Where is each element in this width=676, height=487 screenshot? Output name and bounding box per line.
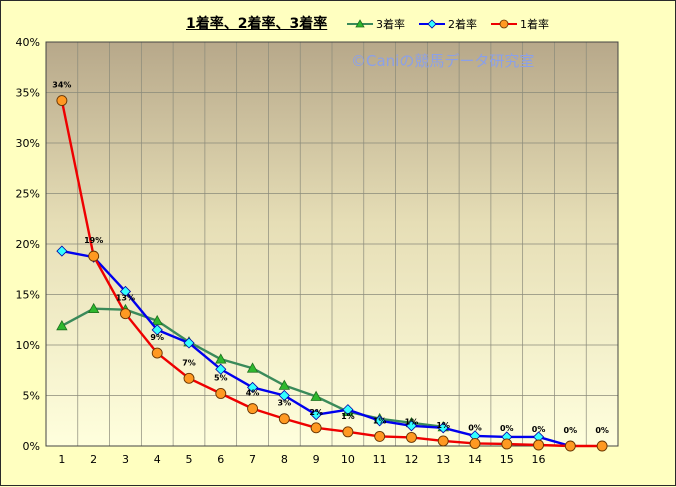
y-tick-label: 25%	[16, 188, 40, 201]
data-point-diamond	[215, 363, 227, 375]
legend-label-series-3: 3着率	[376, 18, 405, 31]
data-point-diamond	[437, 422, 449, 434]
data-labels: 34% 19% 13% 9% 7% 5% 4% 3% 2% 1% 1% 1% 1% 0% 0% 0% 0% 0%	[52, 81, 609, 435]
x-tick-label: 12	[404, 453, 418, 466]
x-tick-label: 7	[249, 453, 256, 466]
data-label: 13%	[116, 294, 135, 303]
data-point-triangle	[246, 362, 259, 373]
x-tick-label: 2	[90, 453, 97, 466]
legend-item-series-2: 2着率	[419, 16, 477, 32]
x-tick-label: 15	[500, 453, 514, 466]
y-tick-label: 35%	[16, 87, 40, 100]
data-point-triangle	[310, 390, 322, 401]
data-point-diamond	[278, 389, 290, 402]
x-tick-label: 6	[217, 453, 224, 466]
series	[56, 95, 608, 452]
data-point-circle	[596, 440, 608, 452]
x-tick-label: 5	[186, 453, 193, 466]
x-tick-label: 1	[58, 453, 65, 466]
x-tick-label: 9	[313, 453, 320, 466]
data-label: 9%	[150, 333, 164, 342]
data-point-circle	[405, 431, 417, 443]
data-point-triangle	[215, 353, 227, 364]
y-tick-label: 15%	[16, 289, 40, 302]
data-point-diamond	[310, 409, 322, 421]
data-point-circle	[215, 388, 227, 399]
x-tick-label: 4	[154, 453, 161, 466]
data-point-circle	[119, 308, 131, 320]
data-label: 1%	[436, 421, 450, 430]
data-point-circle	[310, 422, 322, 434]
data-point-circle	[183, 372, 195, 384]
data-point-circle	[533, 439, 545, 451]
x-tick-label: 11	[373, 453, 387, 466]
data-label: 19%	[84, 236, 103, 245]
legend-swatch-series-1	[491, 19, 517, 29]
x-tick-label: 8	[281, 453, 288, 466]
data-label: 0%	[532, 425, 546, 434]
chart-title: 1着率、2着率、3着率	[186, 16, 328, 32]
data-point-triangle	[87, 302, 100, 314]
data-point-circle	[56, 95, 68, 107]
data-point-circle	[564, 440, 576, 452]
legend-swatch-series-2	[419, 19, 445, 29]
data-point-diamond	[183, 337, 195, 349]
data-label: 1%	[405, 417, 419, 426]
legend-label-series-1: 1着率	[520, 18, 549, 31]
data-point-circle	[278, 413, 290, 425]
plot-border	[45, 41, 619, 447]
data-label: 0%	[564, 426, 578, 435]
x-tick-label: 10	[341, 453, 355, 466]
data-point-diamond	[246, 381, 259, 393]
y-tick-label: 40%	[16, 36, 40, 49]
data-point-circle	[469, 438, 481, 449]
data-label: 3%	[278, 399, 292, 408]
data-point-circle	[437, 435, 449, 447]
y-tick-label: 5%	[23, 390, 40, 403]
legend-item-series-3: 3着率	[347, 16, 405, 32]
data-point-circle	[342, 426, 354, 438]
data-label: 0%	[595, 426, 609, 435]
y-tick-label: 20%	[16, 238, 40, 251]
data-point-circle	[501, 438, 513, 450]
data-label: 2%	[309, 408, 323, 417]
data-point-circle	[151, 347, 163, 359]
data-point-circle	[88, 250, 100, 262]
data-point-diamond	[56, 245, 68, 257]
data-label: 4%	[246, 389, 260, 398]
data-point-diamond	[405, 420, 418, 432]
legend-item-series-1: 1着率	[491, 16, 549, 32]
axes: 0%5%10%15%20%25%30%35%40%1 2 3 4 5 6 7 8 9 10 11 12…	[16, 36, 546, 466]
x-tick-label: 14	[468, 453, 482, 466]
x-tick-label: 3	[122, 453, 129, 466]
data-label: 7%	[182, 358, 196, 367]
data-label: 0%	[468, 423, 482, 432]
data-point-triangle	[56, 319, 68, 331]
y-tick-label: 30%	[16, 137, 40, 150]
x-tick-label: 16	[532, 453, 546, 466]
data-point-diamond	[151, 324, 163, 336]
legend-label-series-2: 2着率	[448, 18, 477, 31]
data-label: 0%	[500, 424, 514, 433]
y-tick-label: 0%	[23, 440, 40, 453]
data-label: 1%	[341, 412, 355, 421]
data-point-triangle	[278, 379, 291, 390]
data-label: 1%	[373, 416, 387, 425]
watermark: ©Caniの競馬データ研究室	[351, 52, 535, 70]
x-tick-label: 13	[436, 453, 450, 466]
legend: 3着率 2着率 1着率	[347, 16, 549, 32]
legend-swatch-series-3	[347, 19, 373, 28]
data-label: 5%	[214, 373, 228, 382]
data-point-circle	[247, 403, 259, 415]
data-point-circle	[374, 430, 386, 442]
y-tick-label: 10%	[16, 339, 40, 352]
data-point-diamond	[374, 415, 386, 427]
data-point-diamond	[342, 404, 354, 416]
data-label: 34%	[52, 81, 71, 90]
data-point-diamond	[119, 285, 132, 298]
